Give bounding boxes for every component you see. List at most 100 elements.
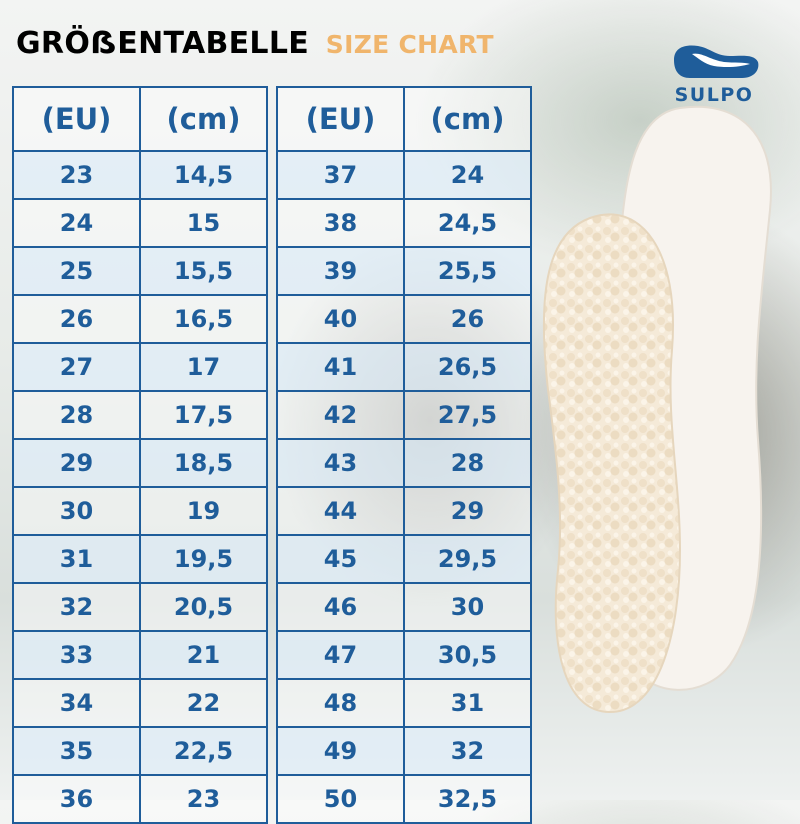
eu-size-cell: 39 — [276, 246, 405, 296]
table-row: 38 24,5 — [276, 198, 532, 248]
eu-size-cell: 33 — [12, 630, 141, 680]
size-table-right: (EU) (cm) 37 24 38 24,5 39 25,5 40 26 41 26,5 42 27… — [276, 86, 532, 824]
cm-length-cell: 30 — [403, 582, 532, 632]
eu-size-cell: 24 — [12, 198, 141, 248]
title-english: SIZE CHART — [325, 30, 494, 59]
eu-size-cell: 29 — [12, 438, 141, 488]
eu-size-cell: 35 — [12, 726, 141, 776]
cm-length-cell: 15,5 — [139, 246, 268, 296]
table-row: 43 28 — [276, 438, 532, 488]
table-row: 39 25,5 — [276, 246, 532, 296]
table-row: 23 14,5 — [12, 150, 268, 200]
column-header-cm: (cm) — [403, 86, 532, 152]
cm-length-cell: 23 — [139, 774, 268, 824]
table-row: 32 20,5 — [12, 582, 268, 632]
brand-logo: SULPO — [662, 40, 772, 108]
eu-size-cell: 36 — [12, 774, 141, 824]
eu-size-cell: 27 — [12, 342, 141, 392]
eu-size-cell: 28 — [12, 390, 141, 440]
cm-length-cell: 26,5 — [403, 342, 532, 392]
column-header-eu: (EU) — [276, 86, 405, 152]
cm-length-cell: 16,5 — [139, 294, 268, 344]
cm-length-cell: 19 — [139, 486, 268, 536]
size-table-left: (EU) (cm) 23 14,5 24 15 25 15,5 26 16,5 27 17 28 17… — [12, 86, 268, 824]
eu-size-cell: 47 — [276, 630, 405, 680]
table-row: 40 26 — [276, 294, 532, 344]
table-row: 46 30 — [276, 582, 532, 632]
table-row: 33 21 — [12, 630, 268, 680]
table-row: 25 15,5 — [12, 246, 268, 296]
cm-length-cell: 22,5 — [139, 726, 268, 776]
table-row: 41 26,5 — [276, 342, 532, 392]
cm-length-cell: 31 — [403, 678, 532, 728]
eu-size-cell: 49 — [276, 726, 405, 776]
table-row: 48 31 — [276, 678, 532, 728]
eu-size-cell: 25 — [12, 246, 141, 296]
table-row: 30 19 — [12, 486, 268, 536]
cm-length-cell: 21 — [139, 630, 268, 680]
table-row: 45 29,5 — [276, 534, 532, 584]
cm-length-cell: 17 — [139, 342, 268, 392]
brand-name: SULPO — [674, 84, 754, 106]
eu-size-cell: 48 — [276, 678, 405, 728]
cm-length-cell: 20,5 — [139, 582, 268, 632]
table-row: 42 27,5 — [276, 390, 532, 440]
eu-size-cell: 45 — [276, 534, 405, 584]
cm-length-cell: 19,5 — [139, 534, 268, 584]
cm-length-cell: 30,5 — [403, 630, 532, 680]
cm-length-cell: 27,5 — [403, 390, 532, 440]
table-row: 28 17,5 — [12, 390, 268, 440]
eu-size-cell: 41 — [276, 342, 405, 392]
cm-length-cell: 29,5 — [403, 534, 532, 584]
table-row: 31 19,5 — [12, 534, 268, 584]
eu-size-cell: 43 — [276, 438, 405, 488]
eu-size-cell: 30 — [12, 486, 141, 536]
insole-illustration — [542, 105, 772, 714]
shoe-icon — [674, 45, 759, 78]
table-row: 50 32,5 — [276, 774, 532, 824]
table-header-row: (EU) (cm) — [276, 86, 532, 152]
cm-length-cell: 22 — [139, 678, 268, 728]
eu-size-cell: 34 — [12, 678, 141, 728]
cm-length-cell: 15 — [139, 198, 268, 248]
table-row: 36 23 — [12, 774, 268, 824]
table-row: 35 22,5 — [12, 726, 268, 776]
table-row: 49 32 — [276, 726, 532, 776]
eu-size-cell: 31 — [12, 534, 141, 584]
page-title: GRÖẞENTABELLE SIZE CHART — [16, 26, 494, 61]
table-header-row: (EU) (cm) — [12, 86, 268, 152]
eu-size-cell: 26 — [12, 294, 141, 344]
eu-size-cell: 40 — [276, 294, 405, 344]
title-german: GRÖẞENTABELLE — [16, 26, 310, 61]
eu-size-cell: 44 — [276, 486, 405, 536]
table-row: 27 17 — [12, 342, 268, 392]
eu-size-cell: 38 — [276, 198, 405, 248]
column-header-cm: (cm) — [139, 86, 268, 152]
eu-size-cell: 23 — [12, 150, 141, 200]
cm-length-cell: 32 — [403, 726, 532, 776]
table-row: 37 24 — [276, 150, 532, 200]
cm-length-cell: 18,5 — [139, 438, 268, 488]
cm-length-cell: 25,5 — [403, 246, 532, 296]
table-row: 24 15 — [12, 198, 268, 248]
insole-product-image — [530, 100, 800, 720]
cm-length-cell: 24,5 — [403, 198, 532, 248]
cm-length-cell: 24 — [403, 150, 532, 200]
eu-size-cell: 37 — [276, 150, 405, 200]
cm-length-cell: 26 — [403, 294, 532, 344]
eu-size-cell: 50 — [276, 774, 405, 824]
column-header-eu: (EU) — [12, 86, 141, 152]
table-row: 26 16,5 — [12, 294, 268, 344]
eu-size-cell: 32 — [12, 582, 141, 632]
cm-length-cell: 29 — [403, 486, 532, 536]
cm-length-cell: 14,5 — [139, 150, 268, 200]
table-row: 44 29 — [276, 486, 532, 536]
cm-length-cell: 32,5 — [403, 774, 532, 824]
cm-length-cell: 17,5 — [139, 390, 268, 440]
eu-size-cell: 46 — [276, 582, 405, 632]
table-row: 47 30,5 — [276, 630, 532, 680]
cm-length-cell: 28 — [403, 438, 532, 488]
table-row: 34 22 — [12, 678, 268, 728]
table-row: 29 18,5 — [12, 438, 268, 488]
eu-size-cell: 42 — [276, 390, 405, 440]
